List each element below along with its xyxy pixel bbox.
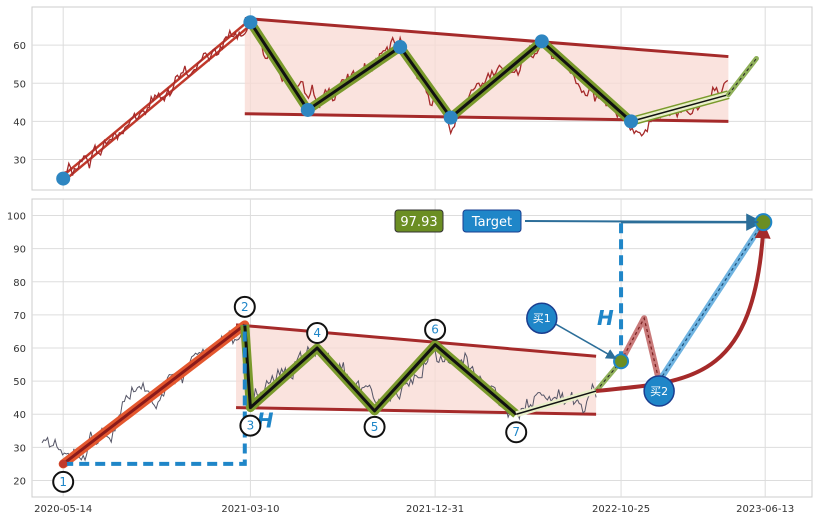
- bottom-y-tick-label: 20: [13, 476, 26, 487]
- bottom-h-dashed-left: [63, 324, 247, 466]
- pivot-label-5: 5: [371, 420, 379, 434]
- pivot-label-2: 2: [241, 300, 249, 314]
- pivot-label-6: 6: [431, 323, 439, 337]
- buy1-label: 买1: [533, 312, 551, 325]
- start-point-marker: [59, 459, 68, 468]
- bottom-y-tick-label: 80: [13, 278, 26, 289]
- bottom-y-tick-label: 60: [13, 344, 26, 355]
- top-channel-upper: [244, 16, 729, 59]
- top-pivot-marker-4: [393, 40, 408, 55]
- bottom-channel-upper: [235, 323, 597, 358]
- top-rise-line-inner: [62, 21, 252, 180]
- bottom-channel-lower: [236, 406, 597, 416]
- x-tick-label: 2022-10-25: [592, 504, 650, 515]
- x-tick-label: 2020-05-14: [34, 504, 92, 515]
- bottom-panel: 20 30 40 50 60 70 80 90 100 2020-05-14 2021-03-10 2…: [7, 198, 813, 515]
- bottom-advance-dash: [658, 221, 764, 382]
- bottom-rise-line: [62, 323, 246, 466]
- bottom-y-tick-label: 90: [13, 245, 26, 256]
- pivot-label-3: 3: [247, 419, 255, 433]
- bottom-y-tick-label: 50: [13, 377, 26, 388]
- top-y-tick-label: 40: [13, 117, 26, 128]
- x-tick-label: 2023-06-13: [736, 504, 794, 515]
- pivot-label-circle-1: [52, 470, 75, 493]
- top-y-tick-label: 50: [13, 79, 26, 90]
- buy2-label: 买2: [650, 385, 668, 398]
- x-tick-label: 2021-03-10: [221, 504, 279, 515]
- top-pivot-marker-5: [443, 110, 458, 125]
- top-pivot-marker-2: [243, 15, 258, 30]
- x-tick-label: 2021-12-31: [406, 504, 464, 515]
- bottom-zigzag-line: [243, 324, 518, 416]
- target-value-box: [394, 209, 444, 233]
- top-pivot-marker-6: [534, 34, 549, 49]
- bottom-y-tick-label: 100: [7, 212, 26, 223]
- top-y-tick-label: 60: [13, 41, 26, 52]
- buy1-point-marker: [613, 353, 630, 370]
- h-label-right: H: [597, 306, 614, 330]
- top-y-tick-label: 30: [13, 156, 26, 167]
- bottom-y-tick-label: 70: [13, 311, 26, 322]
- top-pivot-marker-7: [624, 114, 639, 129]
- top-pivot-marker-3: [300, 102, 315, 117]
- top-projection-dash: [727, 58, 757, 95]
- target-leader-line: [524, 220, 759, 224]
- pivot-label-circle-4: [306, 322, 329, 344]
- bottom-retrace-dash: [620, 316, 660, 382]
- pivot-label-1: 1: [59, 475, 67, 489]
- pivot-label-circle-7: [505, 421, 528, 444]
- buy1-bubble: [526, 302, 558, 334]
- pivot-label-circle-6: [424, 318, 447, 341]
- top-pivot-marker-1: [56, 171, 71, 186]
- buy2-bubble: [643, 375, 675, 407]
- bottom-y-tick-label: 30: [13, 443, 26, 454]
- pivot-label-circle-5: [363, 415, 386, 438]
- target-label-box: [462, 209, 522, 233]
- bottom-y-tick-label: 40: [13, 410, 26, 421]
- pivot-label-circle-2: [233, 295, 256, 318]
- bottom-zigzag-tail: [516, 390, 597, 415]
- target-value-text: 97.93: [400, 215, 437, 230]
- pivot-label-4: 4: [313, 326, 321, 340]
- top-panel: 30 40 50 60: [13, 6, 813, 191]
- pivot-label-7: 7: [512, 425, 520, 439]
- top-zigzag-tail: [630, 93, 729, 123]
- bottom-growth-arc: [595, 222, 771, 394]
- pivot-label-circle-3: [239, 414, 262, 437]
- buy1-pointer: [555, 323, 617, 359]
- target-label-text: Target: [471, 215, 512, 230]
